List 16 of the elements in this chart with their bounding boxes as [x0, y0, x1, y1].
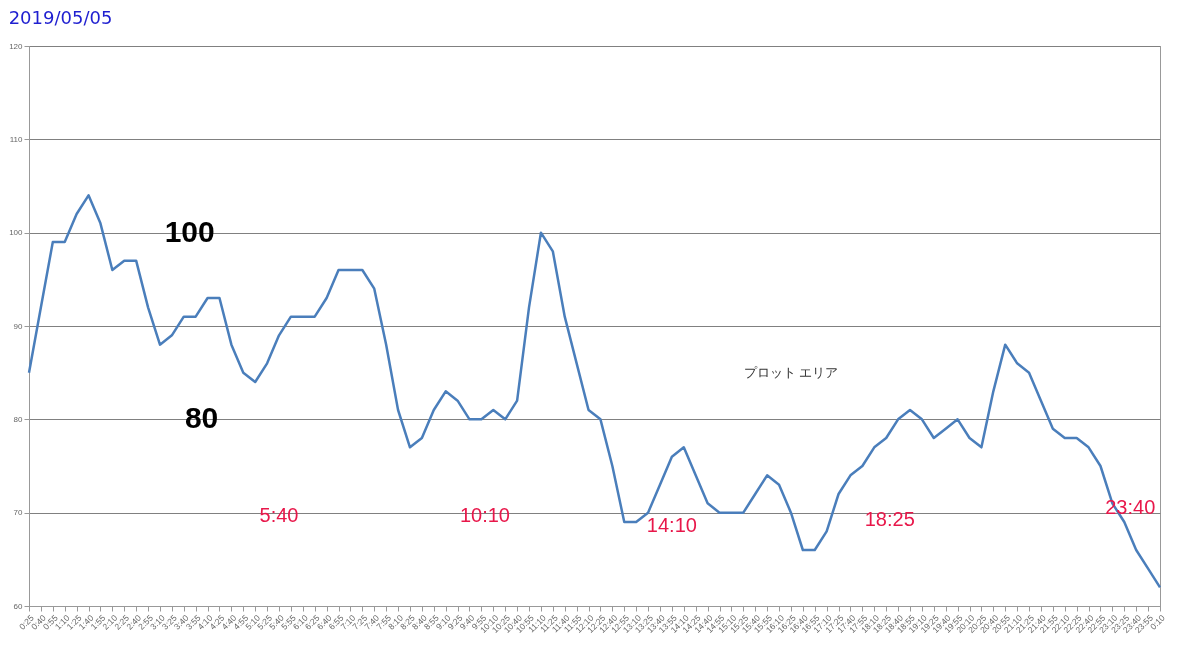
y-tick-label: 120 [9, 41, 24, 51]
y-tick-label: 110 [9, 134, 24, 144]
annotation: プロット エリア [743, 364, 839, 380]
y-tick-label: 60 [13, 601, 24, 611]
chart-title: 2019/05/05 [8, 7, 113, 28]
annotation: 80 [184, 401, 219, 435]
annotation: 5:40 [259, 504, 299, 527]
y-tick-label: 100 [9, 228, 24, 238]
annotation: 10:10 [459, 504, 510, 527]
annotation: 18:25 [864, 508, 915, 531]
y-tick-label: 70 [13, 508, 24, 518]
annotation: 100 [164, 214, 215, 248]
y-tick-label: 80 [13, 414, 24, 424]
annotation: 14:10 [646, 513, 697, 536]
y-tick-label: 90 [13, 321, 24, 331]
line-series [27, 194, 1162, 589]
